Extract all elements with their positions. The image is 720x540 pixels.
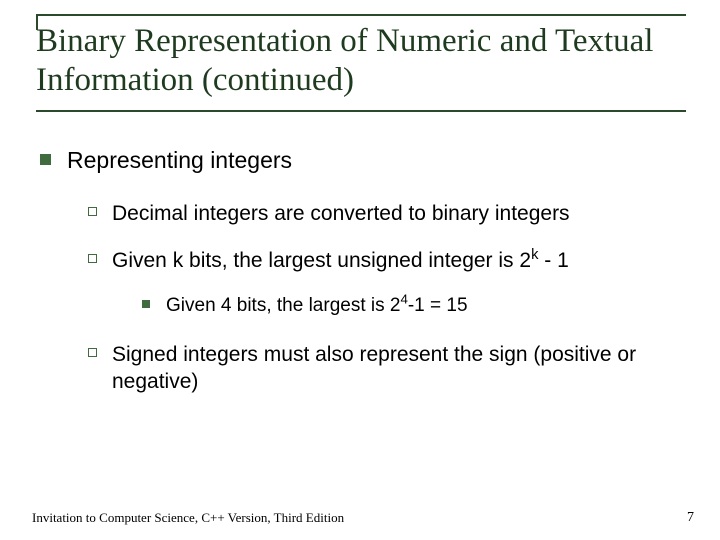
slide-body: Representing integers Decimal integers a… — [40, 146, 680, 416]
list-item: Signed integers must also represent the … — [88, 341, 680, 396]
footer-citation: Invitation to Computer Science, C++ Vers… — [32, 510, 344, 526]
bullet-text: Given k bits, the largest unsigned integ… — [112, 247, 569, 274]
superscript: 4 — [400, 292, 407, 307]
square-outline-bullet-icon — [88, 348, 97, 357]
square-outline-bullet-icon — [88, 207, 97, 216]
list-item: Given 4 bits, the largest is 24-1 = 15 — [142, 294, 680, 319]
list-item: Decimal integers are converted to binary… — [88, 200, 680, 227]
bullet-text: Given 4 bits, the largest is 24-1 = 15 — [166, 294, 468, 319]
square-outline-bullet-icon — [88, 254, 97, 263]
page-number: 7 — [687, 510, 694, 526]
text-fragment: Given k bits, the largest unsigned integ… — [112, 249, 531, 272]
slide-title: Binary Representation of Numeric and Tex… — [36, 22, 686, 100]
text-fragment: Given 4 bits, the largest is 2 — [166, 295, 400, 316]
bullet-text: Signed integers must also represent the … — [112, 341, 680, 396]
slide: Binary Representation of Numeric and Tex… — [0, 0, 720, 540]
list-item: Representing integers — [40, 146, 680, 176]
title-container: Binary Representation of Numeric and Tex… — [36, 14, 686, 112]
bullet-text: Representing integers — [67, 146, 292, 176]
bullet-text: Decimal integers are converted to binary… — [112, 200, 570, 227]
list-item: Given k bits, the largest unsigned integ… — [88, 247, 680, 274]
square-bullet-icon — [142, 300, 150, 308]
text-fragment: -1 = 15 — [408, 295, 468, 316]
text-fragment: - 1 — [538, 249, 568, 272]
square-bullet-icon — [40, 154, 51, 165]
